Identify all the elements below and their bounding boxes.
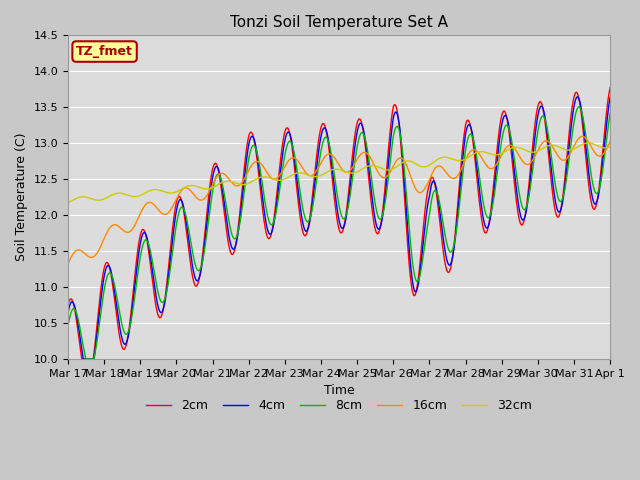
8cm: [306, 216, 314, 222]
32cm: [372, 163, 380, 169]
16cm: [128, 227, 136, 232]
32cm: [64, 200, 72, 205]
8cm: [575, 104, 583, 109]
4cm: [80, 356, 88, 362]
2cm: [373, 230, 381, 236]
Title: Tonzi Soil Temperature Set A: Tonzi Soil Temperature Set A: [230, 15, 448, 30]
4cm: [106, 266, 114, 272]
32cm: [606, 144, 614, 150]
32cm: [584, 140, 592, 146]
16cm: [372, 167, 380, 172]
4cm: [64, 310, 72, 316]
4cm: [306, 220, 314, 226]
Line: 4cm: 4cm: [68, 97, 610, 359]
16cm: [579, 133, 586, 139]
4cm: [606, 95, 614, 100]
8cm: [373, 209, 381, 215]
Y-axis label: Soil Temperature (C): Soil Temperature (C): [15, 133, 28, 262]
4cm: [373, 224, 381, 229]
Line: 16cm: 16cm: [68, 136, 610, 264]
2cm: [316, 132, 323, 138]
Line: 32cm: 32cm: [68, 143, 610, 203]
2cm: [78, 356, 86, 362]
X-axis label: Time: Time: [324, 384, 355, 397]
2cm: [64, 302, 72, 308]
2cm: [294, 201, 302, 206]
2cm: [129, 297, 136, 302]
32cm: [106, 193, 114, 199]
4cm: [316, 143, 323, 149]
2cm: [306, 216, 314, 222]
32cm: [294, 170, 302, 176]
2cm: [606, 85, 614, 91]
16cm: [305, 173, 313, 179]
16cm: [606, 139, 614, 144]
2cm: [106, 268, 114, 274]
16cm: [294, 158, 302, 164]
Legend: 2cm, 4cm, 8cm, 16cm, 32cm: 2cm, 4cm, 8cm, 16cm, 32cm: [141, 395, 537, 418]
8cm: [294, 177, 302, 182]
32cm: [315, 173, 323, 179]
4cm: [129, 305, 136, 311]
8cm: [606, 110, 614, 116]
8cm: [129, 310, 136, 316]
8cm: [316, 158, 323, 164]
32cm: [305, 172, 313, 178]
16cm: [106, 225, 114, 230]
32cm: [128, 193, 136, 199]
4cm: [573, 94, 581, 100]
Text: TZ_fmet: TZ_fmet: [76, 45, 133, 58]
16cm: [64, 261, 72, 266]
Line: 2cm: 2cm: [68, 88, 610, 359]
Line: 8cm: 8cm: [68, 107, 610, 359]
8cm: [83, 356, 90, 362]
8cm: [106, 270, 114, 276]
4cm: [294, 189, 302, 195]
16cm: [315, 164, 323, 169]
8cm: [64, 323, 72, 329]
